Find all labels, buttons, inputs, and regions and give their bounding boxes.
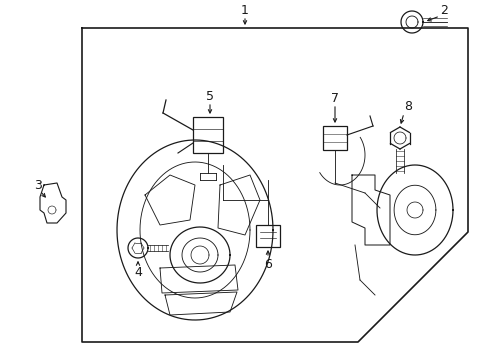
Text: 6: 6	[264, 258, 271, 271]
Text: 4: 4	[134, 266, 142, 279]
Text: 1: 1	[241, 4, 248, 17]
Text: 8: 8	[403, 99, 411, 113]
Text: 3: 3	[34, 179, 42, 192]
Text: 7: 7	[330, 91, 338, 104]
Text: 2: 2	[439, 4, 447, 17]
Text: 5: 5	[205, 90, 214, 103]
